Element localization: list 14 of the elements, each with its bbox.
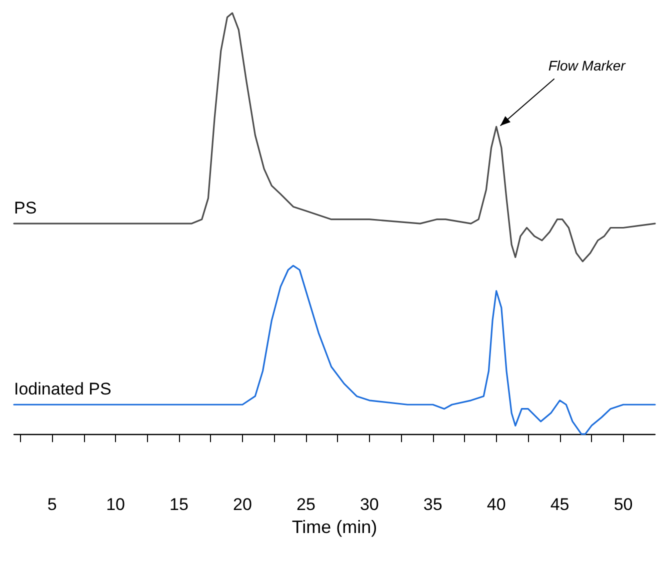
x-tick-label: 45 [550, 495, 570, 514]
x-tick-label: 20 [233, 495, 252, 514]
x-tick-label: 30 [360, 495, 379, 514]
x-tick-label: 50 [614, 495, 633, 514]
series-label: PS [14, 198, 37, 218]
x-axis-title: Time (min) [292, 517, 378, 537]
annotation: Flow Marker [548, 58, 627, 74]
x-tick-label: 35 [423, 495, 442, 514]
x-tick-label: 10 [106, 495, 126, 514]
x-tick-label: 5 [47, 495, 57, 514]
x-tick-label: 40 [486, 495, 506, 514]
x-tick-label: 15 [170, 495, 188, 514]
x-tick-label: 25 [296, 495, 316, 514]
series-label: Iodinated PS [14, 380, 112, 399]
